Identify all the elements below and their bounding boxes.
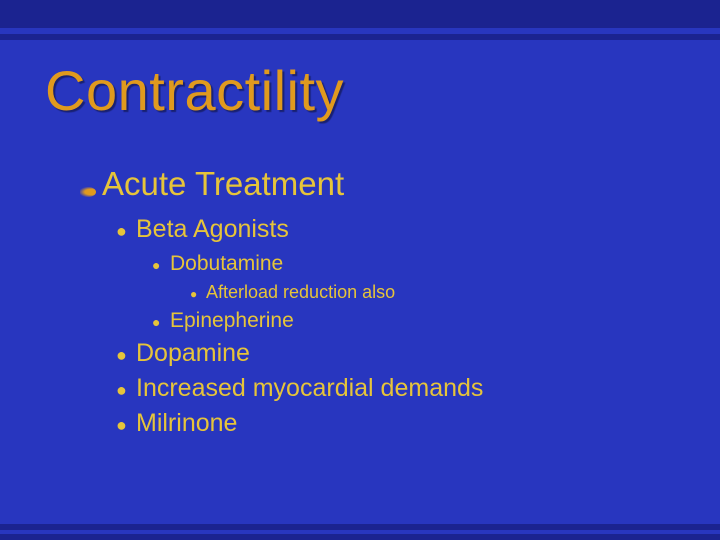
bullet-lvl4-text: Afterload reduction also [206, 282, 395, 303]
bullet-lvl3-text: Epinepherine [170, 309, 294, 333]
bullet-lvl2-text: Dopamine [136, 339, 250, 368]
bullet-lvl2-text: Beta Agonists [136, 215, 289, 244]
bullet-lvl1-text: Acute Treatment [102, 165, 344, 203]
comet-bullet-icon [80, 185, 102, 195]
disc-bullet-icon: ● [116, 416, 136, 434]
bullet-lvl2: ● Beta Agonists [116, 215, 680, 244]
bullet-lvl2-text: Milrinone [136, 409, 237, 438]
bullet-lvl1: Acute Treatment [80, 165, 680, 203]
bullet-lvl2: ● Milrinone [116, 409, 680, 438]
bullet-lvl2: ● Dopamine [116, 339, 680, 368]
decor-stripe-top-1 [0, 0, 720, 28]
disc-bullet-icon: ● [116, 346, 136, 364]
slide-title: Contractility [45, 58, 344, 123]
bullet-lvl3: ● Epinepherine [152, 309, 680, 333]
disc-bullet-icon: ● [152, 258, 170, 272]
disc-bullet-icon: ● [116, 381, 136, 399]
bullet-lvl3: ● Dobutamine [152, 252, 680, 276]
disc-bullet-icon: ● [190, 288, 206, 300]
bullet-lvl2: ● Increased myocardial demands [116, 374, 680, 403]
decor-stripe-bottom-2 [0, 524, 720, 530]
slide-content: Acute Treatment ● Beta Agonists ● Dobuta… [80, 165, 680, 442]
decor-stripe-top-3 [0, 34, 720, 40]
bullet-lvl3-text: Dobutamine [170, 252, 283, 276]
decor-stripe-bottom-1 [0, 534, 720, 540]
bullet-lvl4: ● Afterload reduction also [190, 282, 680, 303]
bullet-lvl2-text: Increased myocardial demands [136, 374, 483, 403]
disc-bullet-icon: ● [152, 315, 170, 329]
disc-bullet-icon: ● [116, 222, 136, 240]
